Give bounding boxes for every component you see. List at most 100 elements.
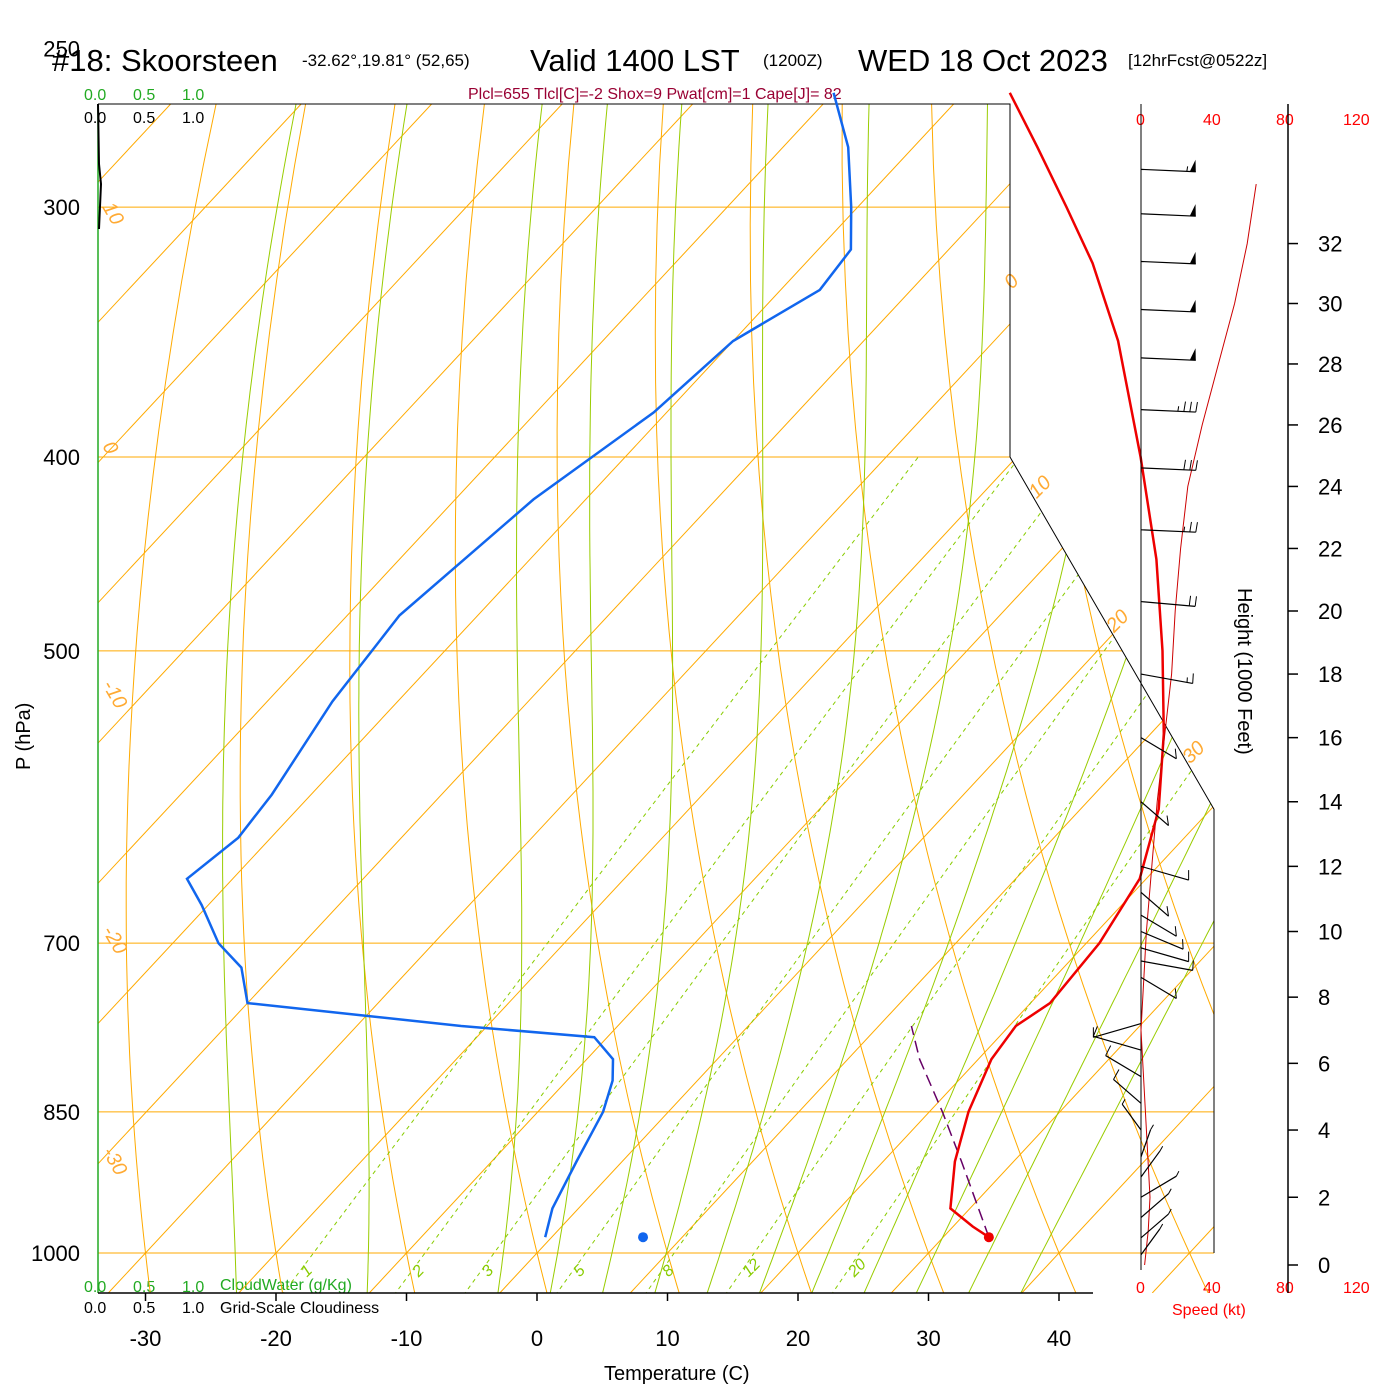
barb-staff xyxy=(1140,865,1189,881)
speed-tick: 40 xyxy=(1203,1280,1221,1297)
x-tick-label: 0 xyxy=(531,1326,543,1351)
pressure-tick-label: 300 xyxy=(43,195,80,220)
barb-staff xyxy=(1140,801,1169,827)
mixing-ratio-label: 5 xyxy=(570,1262,588,1280)
barb-staff xyxy=(1105,1055,1142,1078)
moist-adiabat xyxy=(862,104,1214,1293)
barb-staff xyxy=(1093,1035,1142,1051)
dry-adiabat xyxy=(841,104,1081,1293)
parcel-trace xyxy=(910,1025,990,1238)
barb-flag xyxy=(1192,673,1194,684)
y-axis-title: P (hPa) xyxy=(13,703,35,770)
isotherm-line xyxy=(98,104,563,1293)
pressure-tick-label: 500 xyxy=(43,639,80,664)
speed-label: Speed (kt) xyxy=(1172,1302,1246,1319)
height-tick-label: 4 xyxy=(1318,1118,1330,1143)
isotherm-line xyxy=(368,104,1214,1293)
wind-barb xyxy=(1140,1145,1164,1178)
cloudiness-tick: 1.0 xyxy=(182,110,204,127)
barb-flag xyxy=(1105,1045,1112,1056)
wind-barb xyxy=(1140,914,1177,937)
isotherm-line xyxy=(499,104,1214,1293)
barb-flag xyxy=(1174,926,1177,937)
cloudwater-label: CloudWater (g/Kg) xyxy=(220,1277,352,1294)
pressure-tick-label: 850 xyxy=(43,1100,80,1125)
barb-staff xyxy=(1140,357,1196,361)
barb-staff xyxy=(1121,1103,1142,1131)
barb-flag xyxy=(1189,521,1192,533)
isotherm-line xyxy=(238,104,1214,1293)
mixing-ratio-line xyxy=(724,456,1214,1293)
isotherm-line xyxy=(0,104,40,1293)
barb-staff xyxy=(1140,1175,1177,1198)
x-tick-label: -10 xyxy=(391,1326,423,1351)
isotherm-line xyxy=(107,104,1214,1293)
barb-staff xyxy=(1113,1079,1142,1104)
height-tick-label: 0 xyxy=(1318,1253,1330,1278)
barb-half-flag xyxy=(1183,526,1186,532)
barb-pennant xyxy=(1189,204,1196,217)
wind-barb xyxy=(1140,865,1190,881)
moist-adiabat xyxy=(705,104,872,1293)
dry-adiabat xyxy=(349,104,418,1293)
speed-scale-bottom: 0 40 80 120 Speed (kt) xyxy=(1136,1280,1370,1319)
speed-tick: 0 xyxy=(1136,1280,1145,1297)
valid-date: WED 18 Oct 2023 xyxy=(858,43,1108,78)
isotherm-label: -10 xyxy=(98,676,132,712)
barb-staff xyxy=(1093,1022,1142,1038)
cloudwater-tick: 0.0 xyxy=(84,1279,106,1296)
barb-flag xyxy=(1183,401,1186,412)
barb-half-flag xyxy=(1121,1098,1126,1105)
speed-tick: 80 xyxy=(1276,1280,1294,1297)
wind-barb xyxy=(1140,1188,1172,1218)
wind-barb xyxy=(1140,947,1190,963)
wind-speed-profile xyxy=(1140,184,1257,1266)
x-axis-title: Temperature (C) xyxy=(604,1363,750,1385)
wind-barb xyxy=(1140,737,1177,760)
isotherm-label: 30 xyxy=(1178,737,1209,768)
speed-tick: 80 xyxy=(1276,112,1294,129)
x-tick-label: 40 xyxy=(1047,1326,1071,1351)
moist-adiabat xyxy=(758,104,990,1293)
barb-staff xyxy=(1140,1213,1169,1239)
stability-indices: Plcl=655 Tlcl[C]=-2 Shox=9 Pwat[cm]=1 Ca… xyxy=(468,86,842,103)
cloudiness-label: Grid-Scale Cloudiness xyxy=(220,1300,379,1317)
barb-flag xyxy=(1174,748,1177,759)
isotherm-label: 10 xyxy=(1025,472,1056,503)
barb-staff xyxy=(1140,914,1177,937)
wind-barb xyxy=(1140,673,1194,685)
barb-flag xyxy=(1113,1069,1120,1080)
dry-adiabat xyxy=(1192,104,1214,1293)
wind-barb xyxy=(1140,801,1169,827)
height-tick-label: 14 xyxy=(1318,790,1342,815)
height-tick-label: 32 xyxy=(1318,232,1342,257)
wind-barb xyxy=(1140,960,1194,971)
wind-barb xyxy=(1140,1170,1180,1198)
station-location: -32.62°,19.81° (52,65) xyxy=(302,51,470,70)
dewpoint-profile xyxy=(185,92,853,1238)
height-tick-label: 30 xyxy=(1318,292,1342,317)
height-tick-label: 24 xyxy=(1318,474,1342,499)
isotherm-line xyxy=(98,104,433,1293)
barb-staff xyxy=(1140,1228,1161,1256)
barb-flag xyxy=(1194,596,1197,607)
moist-adiabat xyxy=(653,104,773,1293)
dry-adiabat xyxy=(556,104,683,1293)
barb-flag xyxy=(1166,815,1169,826)
isotherm-label: 0 xyxy=(98,438,123,459)
height-tick-label: 28 xyxy=(1318,352,1342,377)
moist-adiabat xyxy=(358,104,420,1293)
barb-pennant xyxy=(1189,299,1196,312)
speed-tick: 40 xyxy=(1203,112,1221,129)
barb-staff xyxy=(1140,960,1193,971)
mixing-ratio-line xyxy=(462,456,1083,1293)
cloudwater-tick: 1.0 xyxy=(182,1279,204,1296)
speed-tick: 120 xyxy=(1343,112,1370,129)
barb-staff xyxy=(1140,673,1193,685)
barb-staff xyxy=(1140,1129,1152,1158)
barb-half-flag xyxy=(1168,1208,1172,1215)
height-tick-label: 8 xyxy=(1318,985,1330,1010)
mixing-ratio-line xyxy=(643,456,1214,1293)
barb-staff xyxy=(1140,213,1196,217)
barb-staff xyxy=(1140,600,1196,607)
